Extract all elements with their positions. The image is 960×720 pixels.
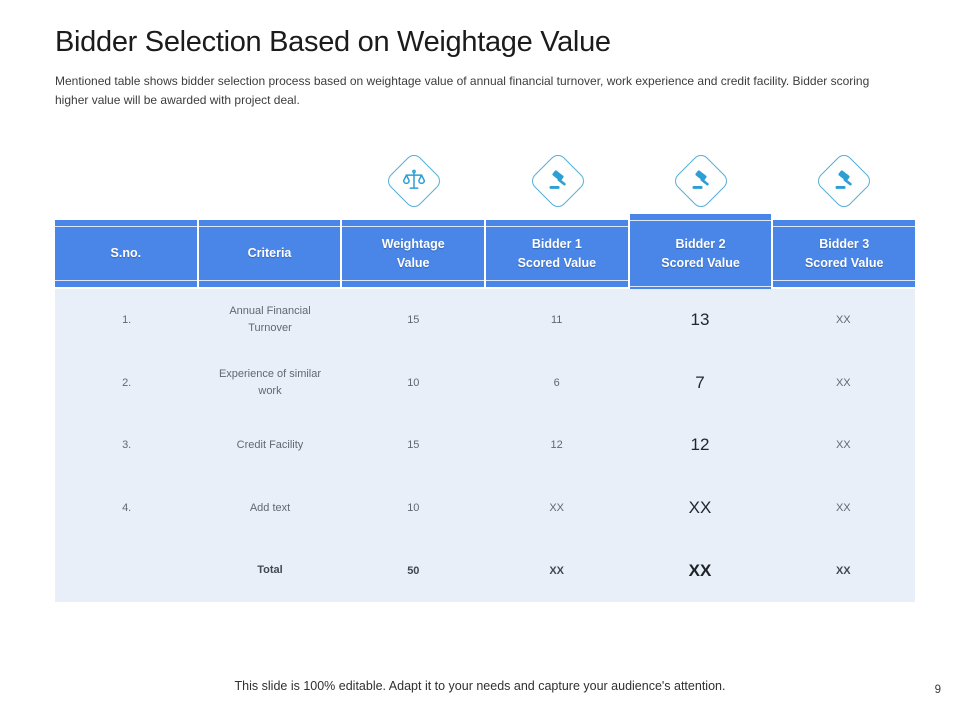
table-header-row: S.no. Criteria Weightage Value Bidder 1 Sc… (55, 214, 916, 293)
header-label: Bidder 1 (531, 236, 582, 251)
cell-weightage-total: 50 (407, 564, 420, 577)
page-title: Bidder Selection Based on Weightage Valu… (55, 26, 611, 58)
cell-criteria: Credit Facility (236, 438, 304, 451)
cell-sno: 3. (122, 439, 132, 452)
cell-bidder3: XX (835, 376, 851, 389)
cell-bidder2: 12 (690, 435, 710, 455)
header-bidder-1: Bidder 1 Scored Value (486, 220, 628, 287)
header-label: Scored Value (517, 255, 597, 270)
header-bidder-3: Bidder 3 Scored Value (773, 220, 916, 287)
gavel-icon (528, 151, 588, 211)
cell-bidder2: XX (688, 498, 712, 518)
header-label: Criteria (247, 246, 292, 261)
cell-total-label: Total (257, 564, 283, 577)
editable-note: This slide is 100% editable. Adapt it to… (234, 679, 726, 693)
table-total-row: Total 50 XX XX XX (55, 539, 915, 602)
cell-bidder3: XX (835, 502, 851, 515)
header-label: Value (396, 255, 430, 270)
cell-weightage: 15 (407, 314, 420, 327)
slide-subtitle: Mentioned table shows bidder selection p… (55, 74, 870, 108)
header-sno: S.no. (55, 220, 197, 287)
cell-bidder2: 7 (695, 372, 705, 392)
header-criteria: Criteria (198, 220, 341, 287)
header-label: Scored Value (661, 255, 740, 270)
header-label: Bidder 3 (819, 236, 870, 251)
gavel-icon (671, 151, 731, 211)
cell-bidder1: XX (549, 502, 564, 515)
cell-bidder3-total: XX (835, 564, 851, 577)
cell-criteria: Add text (249, 501, 291, 514)
cell-criteria: Annual Financial Turnover (229, 305, 311, 335)
page-number: 9 (934, 684, 941, 696)
gavel-icon (814, 151, 874, 211)
cell-bidder2: 13 (690, 310, 710, 330)
cell-criteria: Experience of similar work (218, 367, 322, 397)
cell-weightage: 15 (407, 439, 420, 452)
table-row: 4. Add text 10 XX XX XX (55, 477, 915, 540)
cell-bidder3: XX (835, 314, 851, 327)
header-label: Bidder 2 (675, 236, 726, 251)
cell-bidder2-total: XX (688, 560, 712, 580)
scale-icon (384, 151, 444, 211)
header-bidder-2: Bidder 2 Scored Value (629, 214, 772, 293)
cell-sno: 4. (122, 502, 132, 515)
table-row: 2. Experience of similar work 10 6 7 XX (55, 352, 915, 415)
cell-sno: 1. (122, 314, 132, 327)
cell-bidder1: 6 (553, 376, 560, 389)
table-body: 1. Annual Financial Turnover 15 11 13 XX… (55, 289, 915, 602)
table-row: 1. Annual Financial Turnover 15 11 13 XX (55, 289, 915, 352)
cell-sno: 2. (122, 376, 132, 389)
cell-bidder1-total: XX (549, 564, 564, 577)
header-weightage-value: Weightage Value (342, 220, 485, 287)
table-row: 3. Credit Facility 15 12 12 XX (55, 414, 915, 477)
cell-bidder1: 12 (550, 439, 563, 452)
cell-weightage: 10 (407, 502, 420, 515)
cell-bidder1: 11 (550, 314, 563, 327)
cell-weightage: 10 (407, 376, 420, 389)
header-label: Scored Value (804, 255, 884, 270)
header-label: S.no. (110, 246, 142, 261)
header-label: Weightage (381, 236, 445, 251)
cell-bidder3: XX (835, 439, 851, 452)
